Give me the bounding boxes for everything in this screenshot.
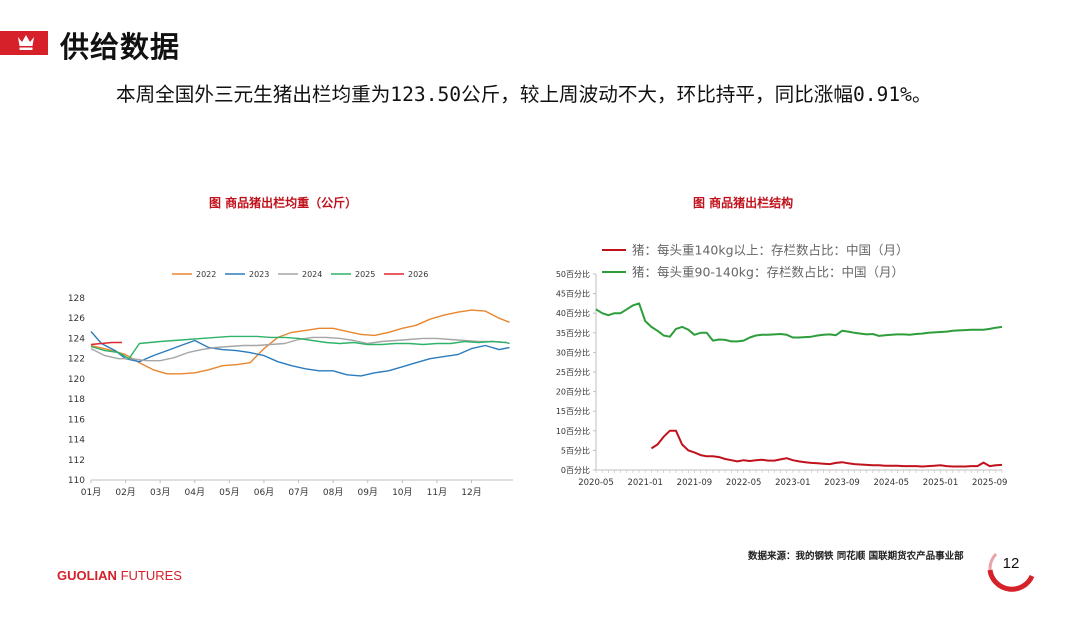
brand-sub: FUTURES xyxy=(116,568,182,583)
legend-label: 2022 xyxy=(196,270,216,279)
y-tick-label: 15百分比 xyxy=(556,406,590,416)
x-tick-label: 2024-05 xyxy=(874,478,910,488)
series-line-2025 xyxy=(90,335,510,360)
x-tick-label: 2025-01 xyxy=(923,478,959,488)
series-line-1 xyxy=(650,429,1003,468)
y-tick-label: 124 xyxy=(68,334,85,344)
x-tick-label: 2023-09 xyxy=(824,478,860,488)
weight-line-chart: 110 112 114 116 118 120 122 124 126 128 01月 02月 03月 0… xyxy=(68,270,513,498)
x-tick-label: 09月 xyxy=(357,487,377,498)
x-tick-label: 2022-05 xyxy=(726,478,762,488)
page-badge-ring xyxy=(987,552,1035,592)
y-tick-label: 110 xyxy=(68,476,85,486)
legend-label: 2026 xyxy=(408,270,428,279)
y-tick-label: 114 xyxy=(68,436,85,446)
y-tick-label: 40百分比 xyxy=(556,308,590,318)
y-tick-label: 128 xyxy=(68,294,85,304)
x-tick-label: 02月 xyxy=(115,487,135,498)
y-tick-label: 5百分比 xyxy=(561,445,590,455)
legend-label: 猪：每头重90-140kg：存栏数占比：中国（月） xyxy=(632,265,904,280)
x-tick-label: 2021-01 xyxy=(627,478,663,488)
x-tick-label: 11月 xyxy=(427,487,447,498)
x-tick-label: 06月 xyxy=(254,487,274,498)
y-tick-label: 30百分比 xyxy=(556,347,590,357)
structure-line-chart: 0百分比 5百分比 10百分比 15百分比 20百分比 25百分比 30百分比 35百分比 40… xyxy=(556,243,1008,489)
page-title: 供给数据 xyxy=(60,30,181,64)
chart2-title: 图 商品猪出栏结构 xyxy=(693,196,794,210)
y-tick-label: 10百分比 xyxy=(556,426,590,436)
y-tick-label: 20百分比 xyxy=(556,387,590,397)
chart1-title: 图 商品猪出栏均重（公斤） xyxy=(209,196,358,210)
x-tick-label: 08月 xyxy=(323,487,343,498)
y-tick-label: 112 xyxy=(68,456,85,466)
x-tick-label: 12月 xyxy=(461,487,481,498)
y-tick-label: 35百分比 xyxy=(556,328,590,338)
legend-label: 2024 xyxy=(302,270,322,279)
y-tick-label: 116 xyxy=(68,415,85,425)
series-line-2026 xyxy=(90,341,123,346)
crown-icon xyxy=(18,35,34,50)
x-tick-label: 07月 xyxy=(288,487,308,498)
y-tick-label: 126 xyxy=(68,314,85,324)
x-tick-label: 03月 xyxy=(150,487,170,498)
y-tick-label: 25百分比 xyxy=(556,367,590,377)
y-tick-label: 120 xyxy=(68,375,85,385)
brand-logo: GUOLIAN FUTURES xyxy=(57,568,182,583)
summary-paragraph: 本周全国外三元生猪出栏均重为123.50公斤，较上周波动不大，环比持平，同比涨幅… xyxy=(116,83,932,106)
y-tick-label: 0百分比 xyxy=(561,465,590,475)
legend-label: 猪：每头重140kg以上：存栏数占比：中国（月） xyxy=(632,243,909,258)
series-line-2 xyxy=(595,302,1003,343)
page-number: 12 xyxy=(1002,555,1020,572)
y-tick-label: 122 xyxy=(68,355,85,365)
x-tick-label: 01月 xyxy=(81,487,101,498)
series-line-2023 xyxy=(90,330,510,377)
x-tick-label: 04月 xyxy=(185,487,205,498)
x-tick-label: 2025-09 xyxy=(972,478,1008,488)
y-tick-label: 118 xyxy=(68,395,85,405)
y-tick-label: 45百分比 xyxy=(556,289,590,299)
legend-label: 2023 xyxy=(249,270,269,279)
brand-main: GUOLIAN xyxy=(57,568,117,583)
x-tick-label: 10月 xyxy=(392,487,412,498)
legend-label: 2025 xyxy=(355,270,375,279)
x-tick-label: 2023-01 xyxy=(775,478,811,488)
series-line-2024 xyxy=(90,336,510,362)
x-tick-label: 2021-09 xyxy=(677,478,713,488)
x-tick-label: 05月 xyxy=(219,487,239,498)
y-tick-label: 50百分比 xyxy=(556,269,590,279)
header-badge xyxy=(0,31,48,55)
x-tick-label: 2020-05 xyxy=(578,478,614,488)
series-line-2022 xyxy=(90,309,510,375)
data-source: 数据来源：我的钢铁 同花顺 国联期货农产品事业部 xyxy=(748,551,964,562)
